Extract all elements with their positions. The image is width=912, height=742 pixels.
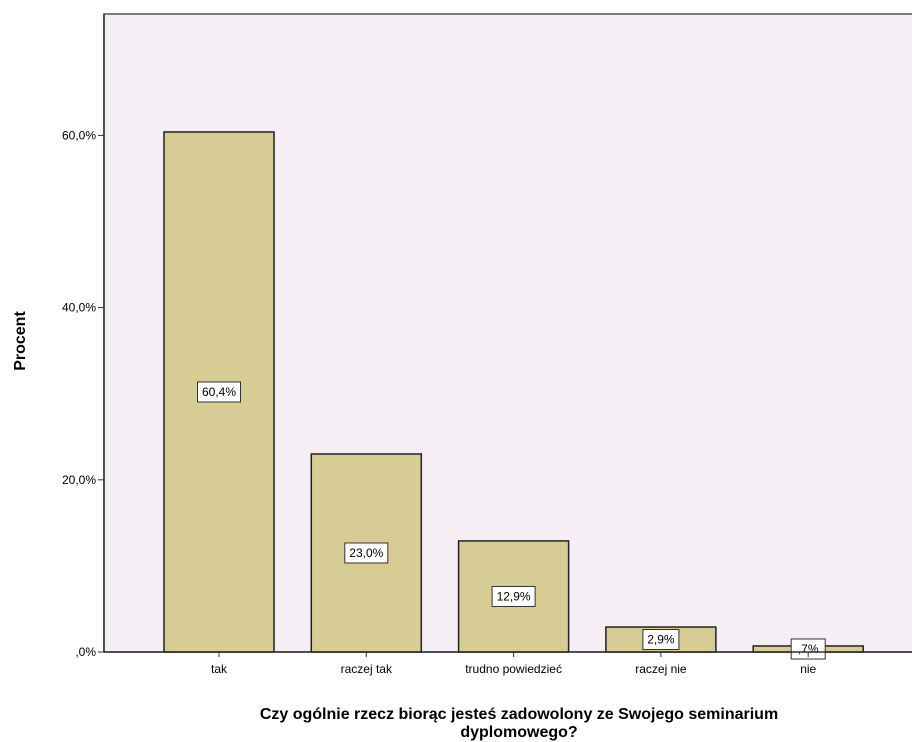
data-label: 2,9%	[647, 633, 675, 647]
data-label-box	[790, 638, 826, 660]
x-tick-label: tak	[211, 662, 228, 676]
y-axis-title: Procent	[12, 311, 29, 371]
data-label-box	[197, 381, 241, 403]
y-tick-label: 20,0%	[62, 473, 96, 487]
x-tick-label: nie	[800, 662, 816, 676]
y-tick-label: ,0%	[75, 645, 96, 659]
y-axis: ,0% 20,0% 40,0% 60,0%	[62, 14, 105, 659]
x-tick-label: raczej tak	[341, 662, 393, 676]
data-label-box	[344, 542, 389, 564]
x-axis: tak raczej tak trudno powiedzieć raczej nie…	[104, 651, 912, 676]
data-label: 23,0%	[349, 546, 383, 560]
x-tick-label: raczej nie	[635, 662, 687, 676]
x-tick-label: trudno powiedzieć	[465, 662, 562, 676]
y-tick-label: 60,0%	[62, 128, 96, 142]
y-tick-label: 40,0%	[62, 301, 96, 315]
data-label-box	[491, 585, 536, 607]
bars-group: 60,4%23,0%12,9%2,9%,7%	[163, 131, 864, 660]
x-axis-title-line-1: Czy ogólnie rzecz biorąc jesteś zadowolo…	[260, 706, 778, 723]
data-label-box	[642, 629, 680, 651]
x-axis-title-line-2: dyplomowego?	[460, 724, 577, 741]
data-label: 12,9%	[497, 589, 531, 603]
data-label: 60,4%	[202, 385, 236, 399]
